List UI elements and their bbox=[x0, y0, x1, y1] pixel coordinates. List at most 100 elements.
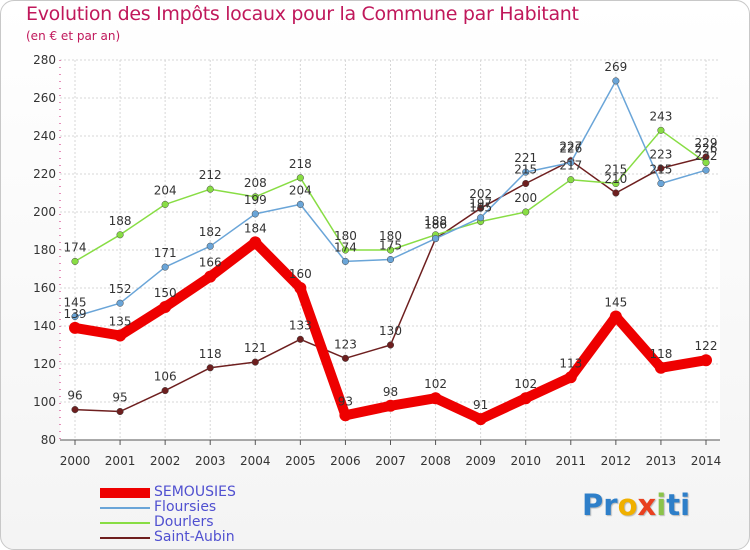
x-tick-label: 2001 bbox=[105, 454, 136, 468]
data-label: 145 bbox=[604, 296, 627, 310]
data-label: 175 bbox=[379, 239, 402, 253]
data-point bbox=[567, 176, 575, 184]
data-label: 152 bbox=[109, 282, 132, 296]
data-label: 222 bbox=[695, 149, 718, 163]
data-label: 199 bbox=[244, 193, 267, 207]
data-label: 174 bbox=[334, 240, 357, 254]
data-point bbox=[386, 255, 395, 264]
data-label: 135 bbox=[109, 315, 132, 329]
data-label: 123 bbox=[334, 337, 357, 351]
x-tick-label: 2006 bbox=[330, 454, 361, 468]
data-label: 215 bbox=[514, 163, 537, 177]
legend-swatch bbox=[100, 521, 150, 524]
x-tick-label: 2012 bbox=[601, 454, 632, 468]
data-point bbox=[161, 200, 169, 208]
data-label: 212 bbox=[199, 168, 222, 182]
x-tick-label: 2011 bbox=[556, 454, 587, 468]
data-label: 195 bbox=[469, 201, 492, 215]
data-label: 122 bbox=[695, 339, 718, 353]
data-label: 269 bbox=[604, 60, 627, 74]
data-point bbox=[477, 204, 485, 212]
data-label: 215 bbox=[649, 163, 672, 177]
data-point bbox=[206, 185, 214, 193]
data-label: 171 bbox=[154, 246, 177, 260]
data-point bbox=[522, 168, 530, 176]
x-tick-label: 2007 bbox=[375, 454, 406, 468]
y-tick-label: 200 bbox=[33, 205, 56, 219]
y-tick-label: 120 bbox=[33, 357, 56, 371]
data-point bbox=[564, 371, 577, 384]
data-point bbox=[116, 231, 124, 239]
data-label: 182 bbox=[199, 225, 222, 239]
legend-swatch bbox=[100, 506, 150, 509]
data-point bbox=[702, 166, 710, 174]
logo-letter: i bbox=[680, 488, 691, 522]
chart-legend: SEMOUSIES Floursies Dourlers Saint-Aubin bbox=[100, 484, 236, 545]
data-point bbox=[612, 77, 620, 85]
y-tick-label: 100 bbox=[33, 395, 56, 409]
data-label: 174 bbox=[64, 240, 87, 254]
data-point bbox=[384, 399, 397, 412]
data-label: 186 bbox=[424, 218, 447, 232]
x-tick-label: 2013 bbox=[646, 454, 677, 468]
data-label: 118 bbox=[649, 347, 672, 361]
data-label: 166 bbox=[199, 256, 222, 270]
data-point bbox=[116, 407, 124, 416]
data-label: 200 bbox=[514, 191, 537, 205]
data-point bbox=[702, 159, 710, 167]
logo-letter: x bbox=[637, 488, 657, 522]
data-label: 215 bbox=[604, 163, 627, 177]
x-tick-label: 2008 bbox=[420, 454, 451, 468]
data-label: 204 bbox=[154, 183, 177, 197]
data-point bbox=[251, 193, 259, 201]
data-point bbox=[612, 189, 620, 197]
logo-letter: o bbox=[617, 488, 638, 522]
data-label: 121 bbox=[244, 341, 267, 355]
data-label: 180 bbox=[379, 229, 402, 243]
data-label: 113 bbox=[559, 356, 582, 370]
data-label: 150 bbox=[154, 286, 177, 300]
y-tick-label: 80 bbox=[41, 433, 56, 447]
data-point bbox=[71, 257, 79, 265]
y-tick-label: 240 bbox=[33, 129, 56, 143]
data-point bbox=[161, 263, 169, 271]
x-tick-label: 2004 bbox=[240, 454, 271, 468]
data-label: 160 bbox=[289, 267, 312, 281]
data-point bbox=[654, 361, 667, 374]
y-tick-label: 180 bbox=[33, 243, 56, 257]
legend-label: SEMOUSIES bbox=[154, 484, 236, 500]
y-tick-label: 280 bbox=[33, 53, 56, 67]
data-point bbox=[69, 321, 81, 334]
y-tick-label: 260 bbox=[33, 91, 56, 105]
legend-item: Saint-Aubin bbox=[100, 529, 236, 545]
data-label: 229 bbox=[695, 136, 718, 150]
data-label: 102 bbox=[514, 377, 537, 391]
data-label: 133 bbox=[289, 318, 312, 332]
y-tick-label: 220 bbox=[33, 167, 56, 181]
data-point bbox=[522, 208, 530, 216]
data-point bbox=[474, 413, 487, 426]
data-label: 227 bbox=[559, 140, 582, 154]
data-point bbox=[341, 257, 349, 265]
data-point bbox=[206, 242, 214, 250]
legend-swatch bbox=[100, 536, 150, 539]
data-point bbox=[249, 236, 262, 249]
legend-label: Floursies bbox=[154, 499, 217, 515]
data-point bbox=[71, 312, 79, 321]
data-label: 243 bbox=[649, 109, 672, 123]
data-label: 208 bbox=[244, 176, 267, 190]
data-label: 218 bbox=[289, 157, 312, 171]
data-label: 188 bbox=[109, 214, 132, 228]
data-point bbox=[386, 341, 395, 349]
data-point bbox=[204, 270, 217, 283]
chart-title: Evolution des Impôts locaux pour la Comm… bbox=[26, 3, 579, 25]
data-point bbox=[477, 214, 485, 222]
data-point bbox=[657, 179, 665, 188]
data-point bbox=[522, 179, 530, 188]
data-label: 188 bbox=[424, 214, 447, 228]
data-label: 210 bbox=[604, 172, 627, 186]
data-point bbox=[251, 358, 259, 366]
x-tick-label: 2003 bbox=[195, 454, 226, 468]
data-label: 145 bbox=[64, 296, 87, 310]
